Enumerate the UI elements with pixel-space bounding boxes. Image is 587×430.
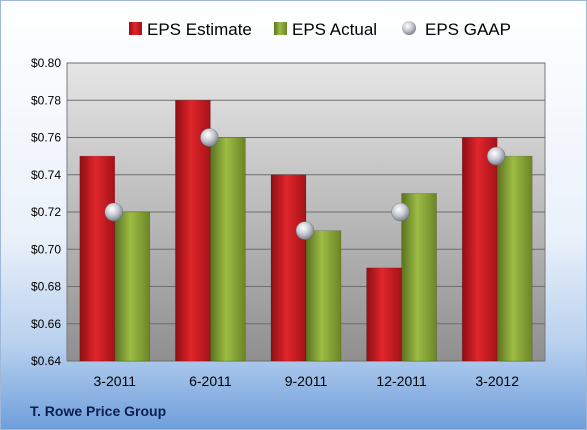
x-axis-ticks: 3-2011 6-2011 9-2011 12-2011 3-2012: [94, 373, 520, 389]
x-tick-label: 3-2011: [94, 373, 137, 389]
y-axis-ticks: $0.64 $0.66 $0.68 $0.70 $0.72 $0.74 $0.76 $0.78…: [31, 56, 61, 368]
gaap-marker: [200, 128, 219, 147]
legend-marker-gaap: [402, 21, 416, 35]
y-tick-label: $0.66: [31, 317, 61, 331]
actual-bar: [401, 193, 437, 362]
company-name: T. Rowe Price Group: [30, 403, 167, 419]
y-tick-label: $0.68: [31, 280, 61, 294]
actual-bar: [114, 211, 151, 362]
y-tick-label: $0.80: [31, 56, 61, 70]
estimate-bar: [366, 267, 402, 362]
x-tick-label: 3-2012: [475, 373, 519, 389]
gaap-markers: [104, 128, 506, 240]
gaap-marker: [295, 221, 315, 240]
estimate-bar: [461, 137, 498, 362]
legend-swatch-estimate: [129, 22, 142, 35]
y-tick-label: $0.74: [31, 168, 61, 182]
y-tick-label: $0.72: [31, 205, 61, 219]
actual-bar: [305, 230, 342, 362]
actual-bar: [210, 137, 246, 362]
legend: EPS Estimate EPS Actual EPS GAAP: [129, 20, 511, 39]
gaap-marker: [104, 202, 124, 222]
y-tick-label: $0.70: [31, 242, 61, 256]
x-tick-label: 6-2011: [189, 373, 232, 389]
actual-bar: [496, 155, 533, 362]
bars: [79, 100, 533, 362]
legend-label-actual: EPS Actual: [292, 20, 377, 39]
gaap-marker: [391, 202, 410, 222]
x-tick-label: 12-2011: [376, 373, 427, 389]
y-tick-label: $0.76: [31, 131, 61, 145]
x-tick-label: 9-2011: [285, 373, 328, 389]
legend-swatch-actual: [274, 22, 287, 35]
estimate-bar: [270, 174, 307, 362]
estimate-bar: [79, 155, 116, 362]
legend-label-estimate: EPS Estimate: [147, 20, 252, 39]
y-tick-label: $0.64: [31, 354, 61, 368]
gaap-marker: [486, 146, 506, 166]
legend-label-gaap: EPS GAAP: [425, 20, 511, 39]
y-tick-label: $0.78: [31, 93, 61, 107]
